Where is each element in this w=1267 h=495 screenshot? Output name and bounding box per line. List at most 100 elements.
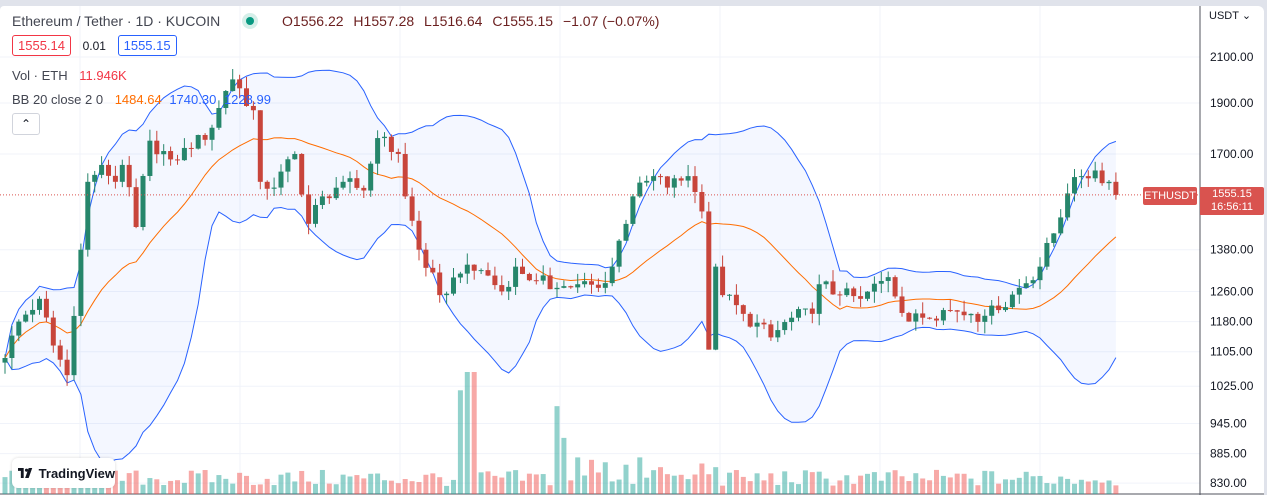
volume-bar xyxy=(989,471,995,494)
volume-bar xyxy=(1003,479,1008,494)
candle-body xyxy=(540,275,546,281)
candle-body xyxy=(1003,307,1008,311)
volume-bar xyxy=(188,470,194,494)
price-tick-label: 1025.00 xyxy=(1210,379,1254,393)
price-tick-label: 1700.00 xyxy=(1210,147,1254,161)
candle-body xyxy=(451,277,456,294)
volume-bar xyxy=(733,470,739,494)
candle-body xyxy=(561,286,567,288)
candle-body xyxy=(306,194,312,224)
candle-body xyxy=(713,266,719,350)
candle-body xyxy=(382,136,387,139)
ohlc-high: H1557.28 xyxy=(353,13,415,29)
candle-body xyxy=(1016,287,1022,295)
volume-legend[interactable]: Vol · ETH 11.946K xyxy=(12,68,127,83)
sell-button[interactable]: 1555.14 xyxy=(12,35,71,56)
candle-body xyxy=(920,313,926,318)
currency-selector[interactable]: USDT ⌄ xyxy=(1209,9,1251,22)
candle-body xyxy=(99,164,105,175)
bid-ask-row: 1555.14 0.01 1555.15 xyxy=(12,35,177,56)
volume-bar xyxy=(402,479,408,494)
volume-bar xyxy=(920,478,926,494)
volume-bar xyxy=(844,475,850,494)
volume-bar xyxy=(513,470,519,494)
volume-bar xyxy=(526,473,532,494)
chart-frame[interactable]: 2100.00 1900.00 1700.00 1380.00 1260.00 1180.… xyxy=(0,6,1264,495)
candle-body xyxy=(1078,176,1084,178)
candle-body xyxy=(940,310,946,321)
volume-bar xyxy=(271,485,277,494)
volume-bar xyxy=(313,483,318,494)
volume-bar xyxy=(699,463,705,494)
candle-body xyxy=(2,357,8,363)
market-status-icon[interactable] xyxy=(242,13,259,29)
candle-body xyxy=(209,127,215,140)
volume-bar xyxy=(1072,483,1077,494)
candle-body xyxy=(368,163,374,191)
volume-bar xyxy=(368,473,374,494)
candle-body xyxy=(133,187,139,228)
candle-body xyxy=(616,240,622,267)
buy-button[interactable]: 1555.15 xyxy=(117,35,177,56)
volume-bar xyxy=(871,472,877,494)
price-chart[interactable]: 2100.00 1900.00 1700.00 1380.00 1260.00 1180.… xyxy=(0,6,1264,495)
volume-bar xyxy=(747,481,753,494)
volume-bar xyxy=(147,478,153,494)
volume-bar xyxy=(582,475,588,494)
volume-bar xyxy=(437,477,443,494)
candle-body xyxy=(478,270,484,272)
collapse-legend-button[interactable]: ⌃ xyxy=(12,113,40,135)
volume-bar xyxy=(1113,485,1119,494)
candle-body xyxy=(575,284,581,288)
volume-bar xyxy=(395,483,401,494)
currency-label: USDT xyxy=(1209,10,1239,22)
volume-bar xyxy=(768,473,774,494)
volume-bar xyxy=(975,485,981,494)
volume-bar xyxy=(375,473,381,494)
volume-bar xyxy=(775,484,781,494)
volume-bar xyxy=(1092,480,1098,494)
volume-bar xyxy=(499,477,505,494)
ohlc-close: C1555.15 xyxy=(492,13,554,29)
volume-bar xyxy=(947,477,953,494)
tradingview-logo[interactable]: TradingView xyxy=(12,458,115,488)
candle-body xyxy=(168,151,174,160)
volume-bar xyxy=(796,484,801,494)
volume-bar xyxy=(927,480,933,494)
candle-body xyxy=(892,277,898,297)
candle-body xyxy=(720,266,726,296)
symbol-title[interactable]: Ethereum / Tether · 1D · KUCOIN xyxy=(12,13,221,29)
candle-body xyxy=(409,196,415,221)
candle-body xyxy=(878,280,884,284)
candle-body xyxy=(499,285,505,292)
volume-bar xyxy=(540,474,546,494)
volume-bar xyxy=(1016,477,1022,494)
bb-basis: 1484.64 xyxy=(114,92,162,107)
candle-body xyxy=(671,178,677,188)
volume-bar xyxy=(85,483,91,494)
candle-body xyxy=(161,151,167,155)
candle-body xyxy=(1009,294,1015,308)
volume-bar xyxy=(126,473,132,494)
price-tick-label: 2100.00 xyxy=(1210,50,1254,64)
candle-body xyxy=(637,182,643,197)
symbol-price-tag: ETHUSDT xyxy=(1143,187,1197,205)
volume-bar xyxy=(430,473,436,494)
candle-body xyxy=(858,296,864,299)
candle-body xyxy=(388,136,394,152)
bb-legend[interactable]: BB 20 close 2 0 1484.64 1740.30 1228.99 xyxy=(12,92,271,107)
candle-body xyxy=(851,288,857,297)
candle-body xyxy=(865,291,870,299)
candle-body xyxy=(906,312,912,322)
candle-body xyxy=(154,140,160,155)
candle-body xyxy=(188,147,194,149)
candle-body xyxy=(533,280,539,282)
candle-body xyxy=(996,305,1002,311)
candle-body xyxy=(492,275,498,286)
candle-body xyxy=(43,298,49,318)
candle-body xyxy=(630,196,636,224)
volume-bar xyxy=(257,484,263,494)
candle-body xyxy=(485,270,491,276)
volume-bar xyxy=(830,485,836,494)
volume-bar xyxy=(533,474,539,494)
